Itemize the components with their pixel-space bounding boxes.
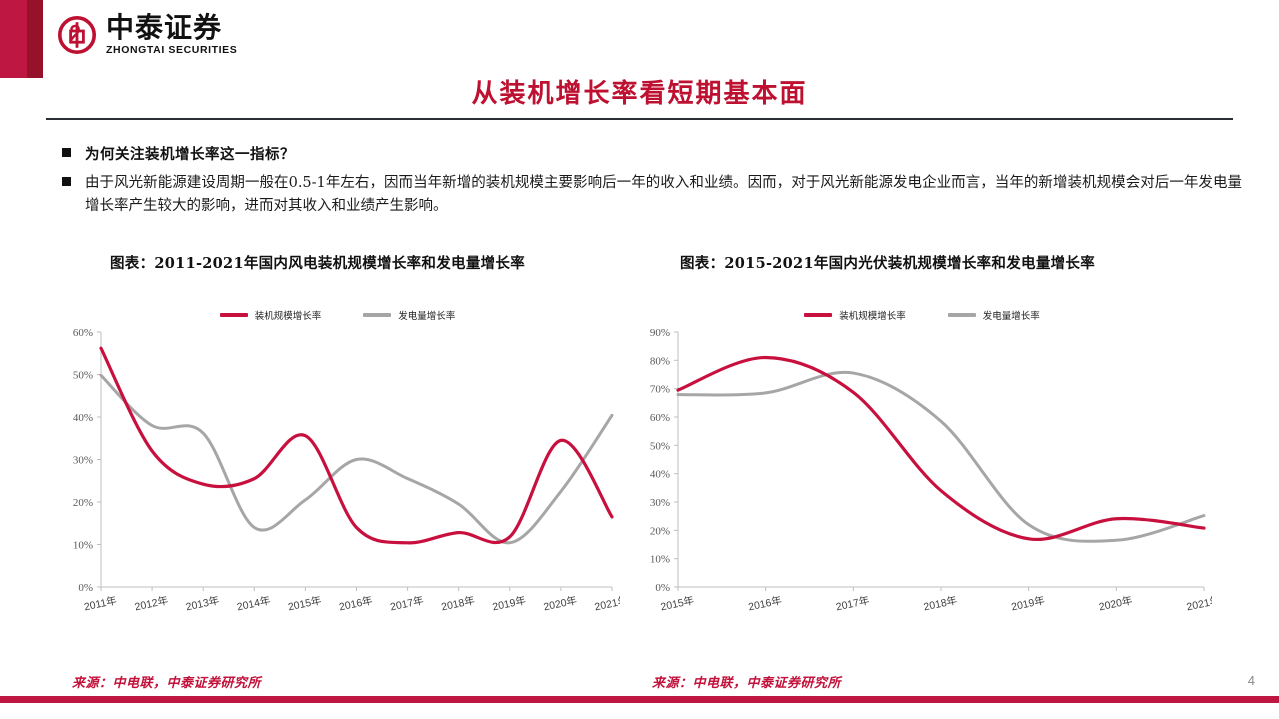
svg-text:80%: 80% — [650, 355, 670, 367]
page-title: 从装机增长率看短期基本面 — [471, 79, 808, 109]
bullet-square-icon — [62, 148, 71, 157]
svg-text:70%: 70% — [650, 384, 670, 396]
svg-text:20%: 20% — [73, 497, 93, 509]
svg-text:2012年: 2012年 — [133, 594, 169, 614]
legend-item-generation: 发电量增长率 — [363, 308, 455, 322]
svg-text:2017年: 2017年 — [835, 594, 871, 614]
logo-text-cn: 中泰证券 — [106, 11, 223, 44]
legend-swatch-generation-icon — [947, 313, 976, 317]
svg-text:2016年: 2016年 — [747, 594, 783, 614]
chart-caption-solar: 图表：2015-2021年国内光伏装机规模增长率和发电量增长率 — [680, 255, 1096, 272]
chart-solar-plot: 0% 10% 20% 30% 40% 50% 60% 70% 80% 90% 2015年 2016年 2… — [650, 327, 1212, 614]
legend-swatch-installed-icon — [804, 313, 833, 317]
svg-text:60%: 60% — [73, 327, 93, 339]
svg-text:2019年: 2019年 — [491, 594, 527, 614]
source-note-left: 来源：中电联，中泰证券研究所 — [72, 676, 262, 691]
svg-text:0%: 0% — [78, 582, 93, 594]
svg-text:30%: 30% — [73, 455, 93, 467]
chart-caption-wind: 图表：2011-2021年国内风电装机规模增长率和发电量增长率 — [110, 255, 526, 272]
zhongtai-logo-icon — [58, 15, 96, 54]
source-note-right: 来源：中电联，中泰证券研究所 — [652, 676, 842, 691]
header-accent-bar-bright — [0, 0, 27, 78]
chart-wind-plot: 0% 10% 20% 30% 40% 50% 60% 2011年 2012年 2013年 2014年… — [73, 327, 620, 614]
svg-text:90%: 90% — [650, 327, 670, 339]
svg-text:2021年: 2021年 — [1185, 594, 1212, 614]
svg-text:40%: 40% — [73, 412, 93, 424]
svg-text:2018年: 2018年 — [440, 594, 476, 614]
chart-wind-legend: 装机规模增长率 发电量增长率 — [55, 308, 620, 322]
svg-text:40%: 40% — [650, 469, 670, 481]
bullet-list: 为何关注装机增长率这一指标？ 由于风光新能源建设周期一般在0.5-1年左右，因而… — [62, 143, 1242, 219]
svg-text:2013年: 2013年 — [185, 594, 221, 614]
title-divider — [46, 118, 1233, 120]
svg-text:2015年: 2015年 — [659, 594, 695, 614]
svg-text:2020年: 2020年 — [542, 594, 578, 614]
legend-item-installed: 装机规模增长率 — [804, 308, 906, 322]
svg-text:2011年: 2011年 — [83, 594, 118, 614]
legend-item-generation: 发电量增长率 — [947, 308, 1040, 322]
svg-text:2017年: 2017年 — [389, 594, 425, 614]
svg-text:30%: 30% — [650, 497, 670, 509]
chart-solar: 装机规模增长率 发电量增长率 0% 10% 20% 30% 40% 50% 60% 70% 80… — [632, 300, 1212, 645]
svg-text:10%: 10% — [73, 540, 93, 552]
svg-text:50%: 50% — [73, 370, 93, 382]
svg-text:60%: 60% — [650, 412, 670, 424]
legend-label-installed: 装机规模增长率 — [839, 311, 906, 322]
chart-wind: 装机规模增长率 发电量增长率 0% 10% 20% 30% 40% 50% 60% 2011年… — [55, 300, 620, 645]
legend-swatch-generation-icon — [363, 313, 392, 317]
logo-text-en: ZHONGTAI SECURITIES — [106, 44, 238, 56]
svg-text:50%: 50% — [650, 440, 670, 452]
chart-solar-legend: 装机规模增长率 发电量增长率 — [632, 308, 1212, 322]
company-logo: 中泰证券 ZHONGTAI SECURITIES — [57, 14, 237, 56]
svg-text:10%: 10% — [650, 554, 670, 566]
legend-swatch-installed-icon — [219, 313, 248, 317]
svg-text:2019年: 2019年 — [1010, 594, 1046, 614]
page-number: 4 — [1247, 673, 1255, 688]
bullet-square-icon — [62, 177, 71, 186]
svg-text:2014年: 2014年 — [236, 594, 272, 614]
svg-text:2015年: 2015年 — [287, 594, 323, 614]
legend-item-installed: 装机规模增长率 — [219, 308, 322, 322]
svg-text:2021年: 2021年 — [593, 594, 620, 614]
header-accent-bar-dark — [27, 0, 43, 78]
svg-text:2020年: 2020年 — [1098, 594, 1134, 614]
svg-text:0%: 0% — [655, 582, 670, 594]
bullet-text-explanation: 由于风光新能源建设周期一般在0.5-1年左右，因而当年新增的装机规模主要影响后一… — [85, 175, 1242, 215]
svg-text:2016年: 2016年 — [338, 594, 374, 614]
bullet-text-question: 为何关注装机增长率这一指标？ — [85, 146, 295, 163]
legend-label-generation: 发电量增长率 — [398, 311, 456, 322]
bullet-item-question: 为何关注装机增长率这一指标？ — [62, 143, 1242, 164]
svg-text:20%: 20% — [650, 525, 670, 537]
svg-text:2018年: 2018年 — [922, 594, 958, 614]
legend-label-installed: 装机规模增长率 — [254, 311, 322, 322]
footer-accent-bar — [0, 696, 1279, 703]
bullet-item-explanation: 由于风光新能源建设周期一般在0.5-1年左右，因而当年新增的装机规模主要影响后一… — [62, 172, 1242, 219]
legend-label-generation: 发电量增长率 — [982, 311, 1040, 322]
